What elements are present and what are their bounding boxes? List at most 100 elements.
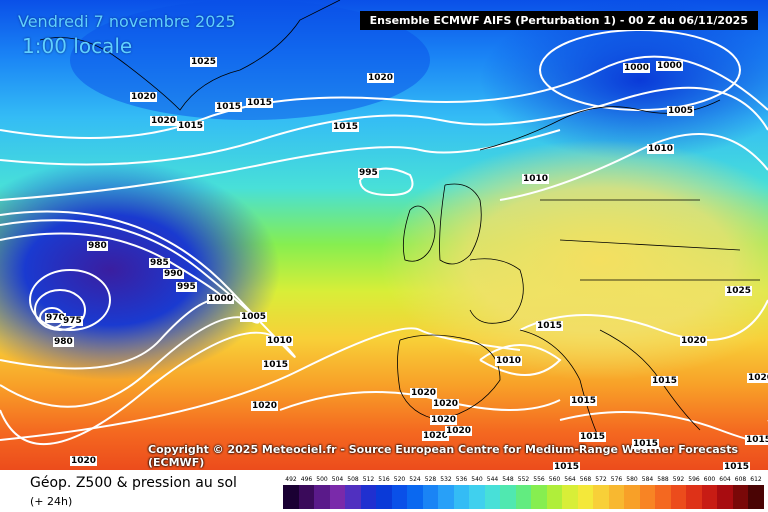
scale-swatch	[593, 485, 609, 509]
scale-label: 568	[579, 476, 592, 483]
pressure-label: 1015	[570, 396, 598, 406]
northern-trough	[480, 0, 768, 160]
pressure-label: 1015	[632, 439, 660, 449]
pressure-label: 1010	[522, 174, 550, 184]
scale-label: 608	[734, 476, 747, 483]
forecast-time: 1:00 locale	[22, 34, 133, 58]
legend-title: Géop. Z500 & pression au sol	[30, 475, 237, 491]
pressure-label: 1000	[207, 294, 235, 304]
scale-label: 532	[440, 476, 452, 483]
pressure-label: 1015	[553, 462, 581, 470]
scale-swatch	[546, 485, 563, 509]
scale-label: 536	[455, 476, 468, 483]
pressure-label: 1010	[647, 144, 675, 154]
legend-bar: Géop. Z500 & pression au sol (+ 24h) 492…	[0, 470, 768, 512]
scale-swatch	[670, 485, 687, 509]
pressure-label: 1015	[723, 462, 751, 470]
scale-label: 528	[424, 476, 437, 483]
scale-swatch	[639, 485, 656, 509]
scale-label: 496	[300, 476, 313, 483]
scale-swatch	[701, 485, 718, 509]
scale-swatch	[515, 485, 532, 509]
greenland-trough	[70, 0, 430, 120]
pressure-label: 1005	[240, 312, 268, 322]
scale-swatch	[577, 485, 594, 509]
scale-label: 584	[641, 476, 654, 483]
forecast-date: Vendredi 7 novembre 2025	[18, 12, 236, 31]
scale-label: 592	[672, 476, 685, 483]
pressure-label: 990	[163, 269, 184, 279]
pressure-label: 975	[62, 316, 83, 326]
scale-swatch	[624, 485, 640, 509]
scale-label: 548	[502, 476, 514, 483]
model-run-label: Ensemble ECMWF AIFS (Perturbation 1) - 0…	[359, 11, 758, 30]
scale-label: 504	[331, 476, 344, 483]
scale-label: 524	[409, 476, 421, 483]
scale-label: 544	[486, 476, 499, 483]
pressure-label: 1000	[656, 61, 684, 71]
scale-swatch	[484, 485, 501, 509]
pressure-label: 995	[176, 282, 197, 292]
pressure-label: 1020	[251, 401, 279, 411]
color-scale: 492 496 500 504 508 512 516 520 524 528 532 536 540 5…	[283, 476, 764, 510]
scale-swatch	[360, 485, 377, 509]
scale-label: 612	[750, 476, 762, 483]
scale-swatch	[500, 485, 516, 509]
pressure-label: 1015	[246, 98, 274, 108]
pressure-label: 1020	[432, 399, 460, 409]
pressure-label: 1020	[70, 456, 98, 466]
scale-label: 580	[626, 476, 638, 483]
scale-label: 556	[533, 476, 545, 483]
scale-swatch	[655, 485, 671, 509]
forecast-map: Vendredi 7 novembre 2025 1:00 locale Ens…	[0, 0, 768, 470]
legend-subtitle: (+ 24h)	[30, 495, 73, 508]
pressure-label: 995	[358, 168, 379, 178]
pressure-label: 1025	[725, 286, 753, 296]
pressure-label: 1015	[536, 321, 564, 331]
scale-swatch	[438, 485, 454, 509]
pressure-label: 1015	[651, 376, 679, 386]
scale-swatch	[283, 485, 299, 509]
scale-label: 500	[316, 476, 328, 483]
pressure-label: 1020	[367, 73, 395, 83]
isobars	[0, 29, 768, 445]
scale-label: 588	[657, 476, 669, 483]
scale-label: 508	[347, 476, 359, 483]
pressure-label: 1020	[445, 426, 473, 436]
scale-label: 516	[378, 476, 390, 483]
pressure-label: 1010	[495, 356, 523, 366]
scale-swatch	[391, 485, 408, 509]
scale-swatch	[686, 485, 702, 509]
scale-swatch	[376, 485, 392, 509]
pressure-label: 1020	[422, 431, 450, 441]
geopotential-map	[0, 0, 768, 470]
pressure-label: 985	[149, 258, 170, 268]
scale-label: 564	[564, 476, 576, 483]
scale-label: 560	[548, 476, 561, 483]
scale-swatch	[345, 485, 361, 509]
pressure-label: 1020	[430, 415, 458, 425]
scale-swatch	[422, 485, 439, 509]
pressure-label: 1020	[130, 92, 158, 102]
pressure-label: 1015	[332, 122, 360, 132]
scale-swatch	[469, 485, 485, 509]
scale-label: 512	[362, 476, 375, 483]
pressure-label: 1015	[177, 121, 205, 131]
scale-swatch	[298, 485, 315, 509]
pressure-label: 1015	[579, 432, 607, 442]
scale-swatch	[562, 485, 578, 509]
pressure-label: 1020	[680, 336, 708, 346]
pressure-label: 970	[45, 313, 66, 323]
pressure-label: 1005	[667, 106, 695, 116]
scale-label: 540	[471, 476, 483, 483]
scale-swatch	[314, 485, 330, 509]
pressure-label: 1010	[266, 336, 294, 346]
scale-label: 552	[517, 476, 530, 483]
scale-label: 572	[595, 476, 607, 483]
pressure-label: 1025	[190, 57, 218, 67]
copyright-notice: Copyright © 2025 Meteociel.fr - Source E…	[148, 443, 739, 469]
pressure-label: 1015	[745, 435, 768, 445]
scale-label: 600	[703, 476, 716, 483]
scale-swatch	[407, 485, 423, 509]
scale-swatch	[732, 485, 749, 509]
